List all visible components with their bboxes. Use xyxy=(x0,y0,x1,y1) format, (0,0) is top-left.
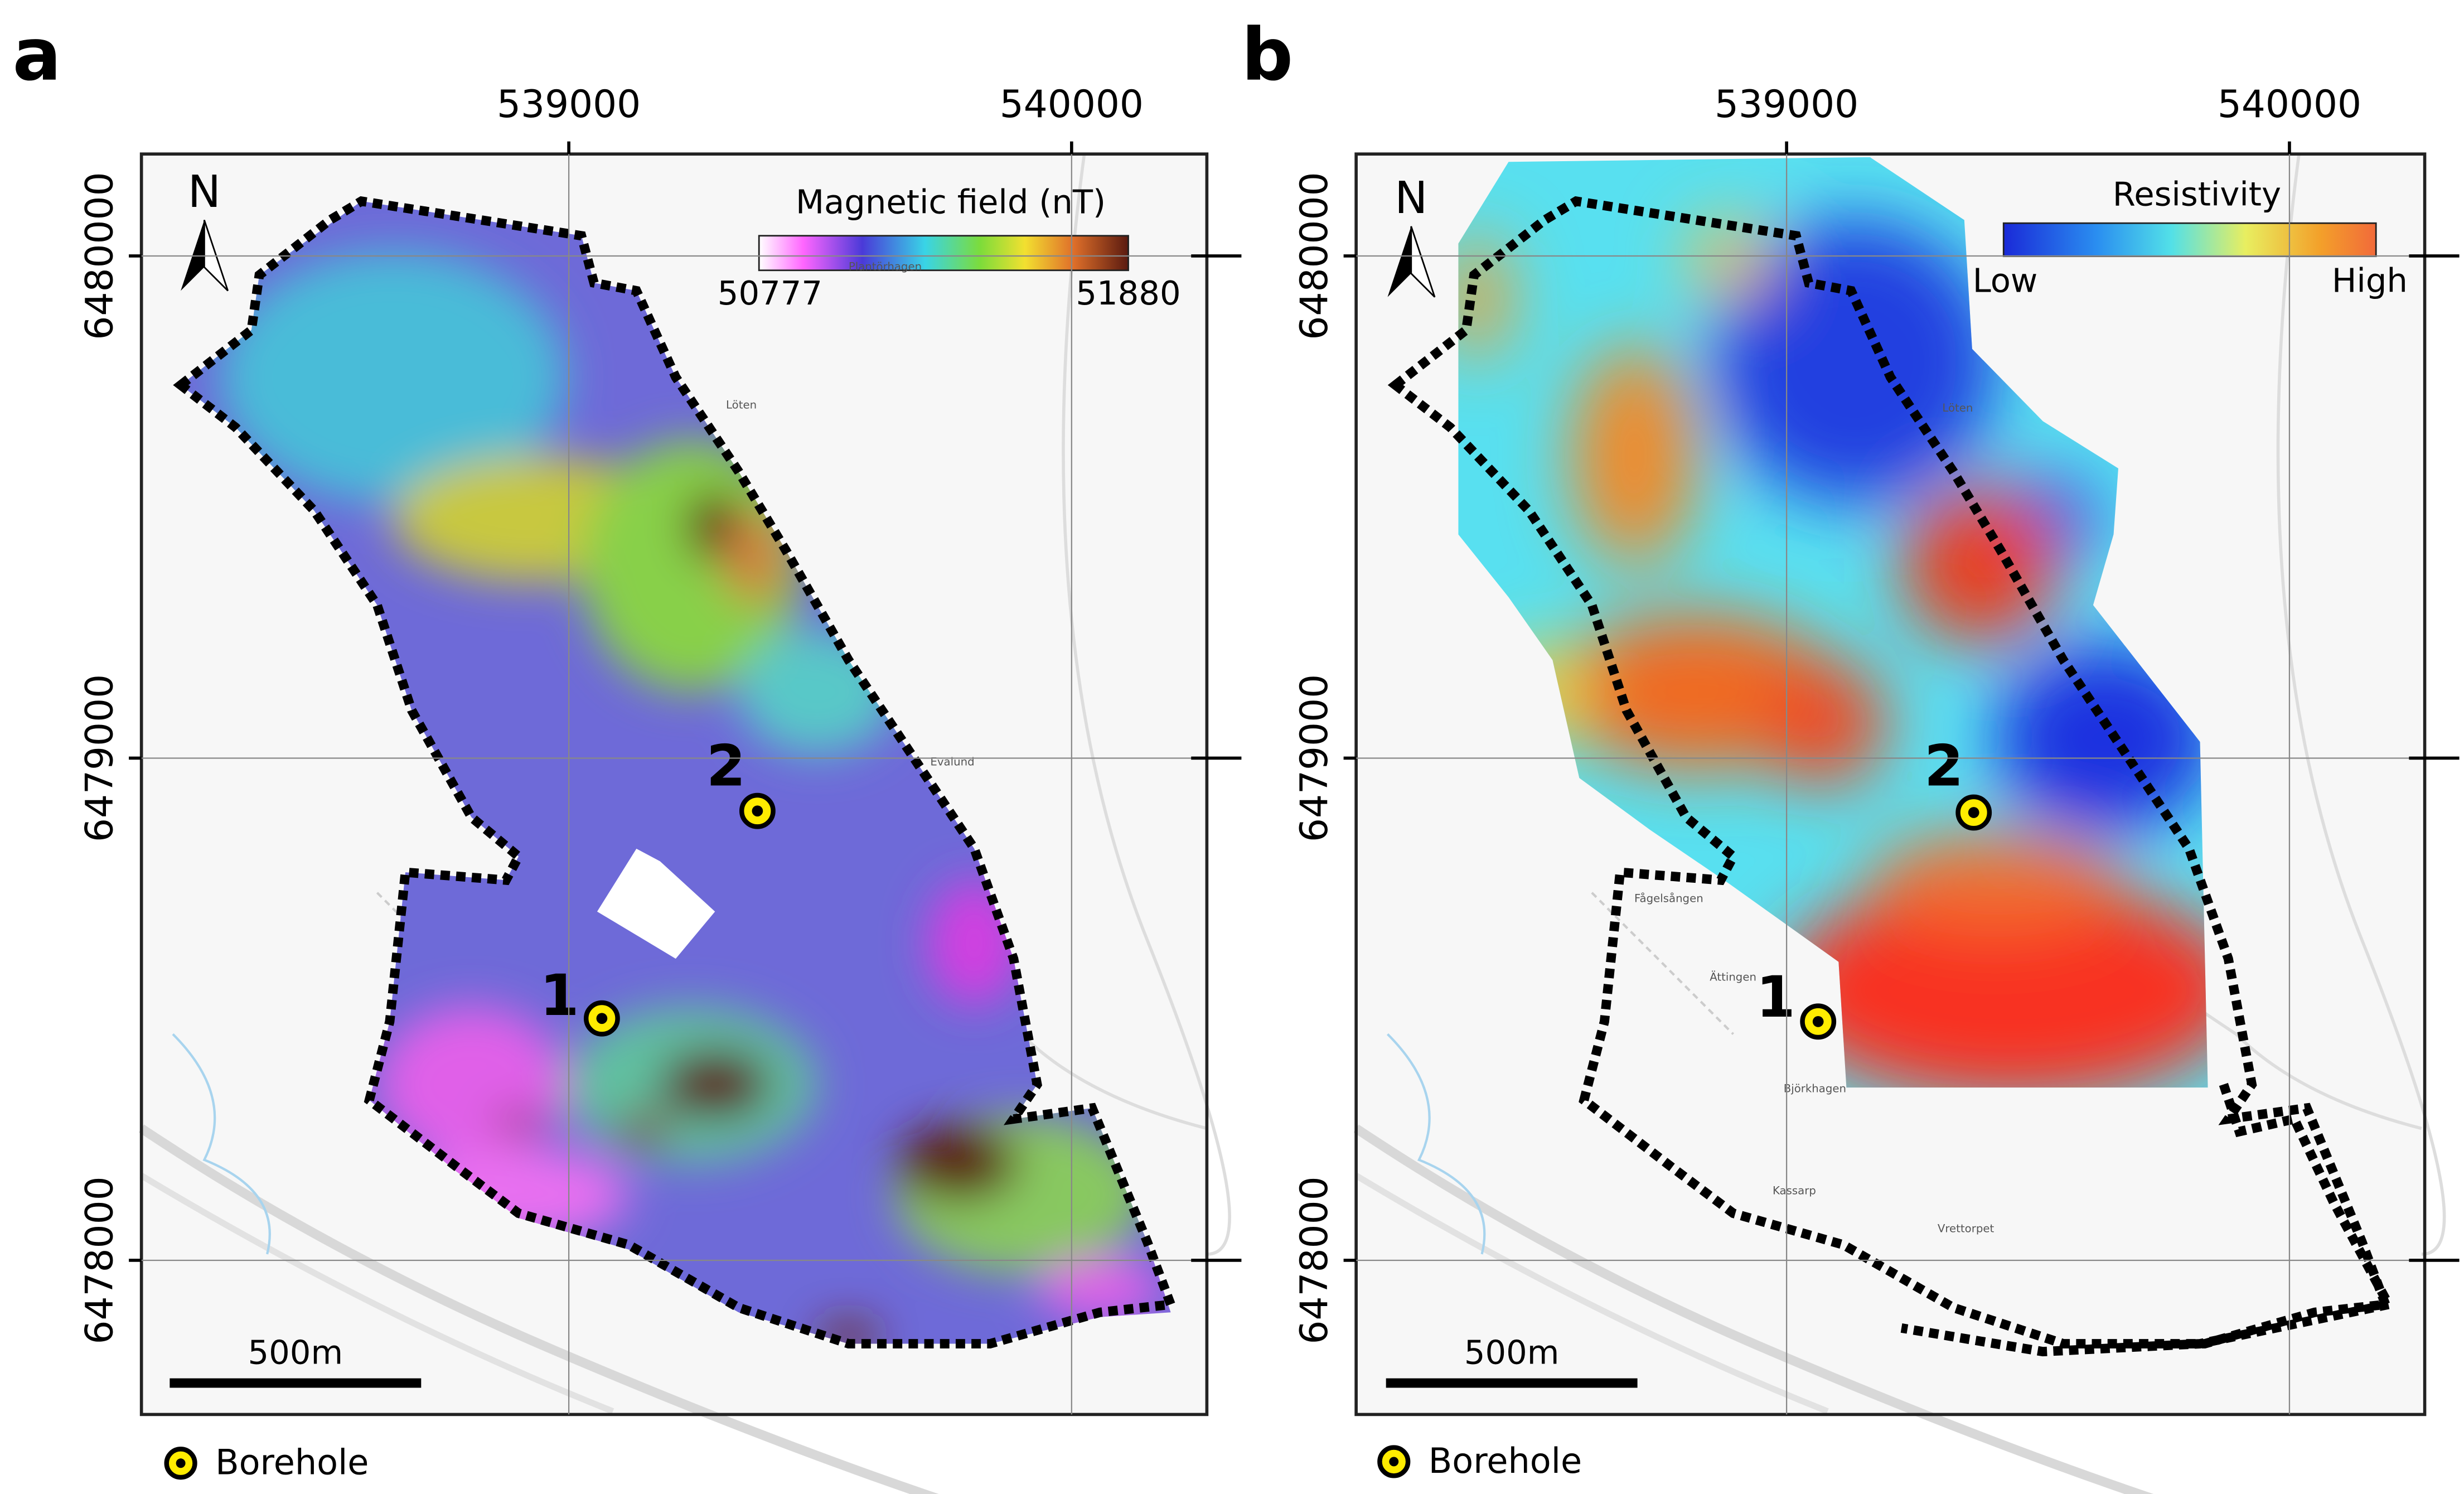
map-label: Vrettorpet xyxy=(1938,1222,1995,1235)
borehole-label: 2 xyxy=(1924,733,1964,799)
legend-title: Resistivity xyxy=(2113,175,2281,213)
legend-min: Low xyxy=(1973,261,2038,299)
map-label: Löten xyxy=(726,399,757,412)
y-tick-label: 6480000 xyxy=(78,172,122,340)
x-tick-label: 539000 xyxy=(497,82,641,126)
borehole-label: 1 xyxy=(1756,964,1795,1030)
x-tick-label: 540000 xyxy=(2218,82,2361,126)
y-tick-label: 6478000 xyxy=(1292,1176,1336,1344)
panel-label: a xyxy=(13,13,61,97)
y-tick-label: 6478000 xyxy=(78,1176,122,1344)
scale-label: 500m xyxy=(248,1333,343,1371)
map-label: Plantörhagen xyxy=(849,260,922,273)
colorbar xyxy=(2002,222,2377,257)
north-label: N xyxy=(188,166,221,217)
map-a xyxy=(142,154,1230,1494)
legend-min: 50777 xyxy=(718,274,822,312)
borehole-label: 1 xyxy=(540,963,579,1028)
colorbar xyxy=(758,235,1129,272)
x-tick-label: 540000 xyxy=(1000,82,1144,126)
legend-max: High xyxy=(2332,261,2408,299)
borehole-label: 2 xyxy=(706,733,746,799)
map-b xyxy=(1356,149,2444,1494)
map-label: Fågelsången xyxy=(1634,892,1703,905)
y-tick-label: 6479000 xyxy=(78,674,122,842)
y-tick-label: 6480000 xyxy=(1292,172,1336,340)
map-label: Ättingen xyxy=(1710,970,1756,983)
x-tick-label: 539000 xyxy=(1715,82,1858,126)
legend-max: 51880 xyxy=(1076,274,1180,312)
map-label: Kassarp xyxy=(1773,1184,1816,1197)
map-label: Björkhagen xyxy=(1784,1082,1846,1095)
boreholes: 1 2 1 2 xyxy=(540,733,1992,1040)
panel-label: b xyxy=(1241,13,1293,97)
map-label: Evalund xyxy=(930,755,974,768)
legend-title: Magnetic field (nT) xyxy=(796,182,1106,221)
north-label: N xyxy=(1395,172,1427,224)
y-tick-label: 6479000 xyxy=(1292,674,1336,842)
scale-bar xyxy=(1386,1378,1638,1388)
key-label: Borehole xyxy=(1429,1440,1582,1481)
scale-bar xyxy=(170,1378,422,1388)
key-label: Borehole xyxy=(215,1442,369,1483)
map-label: Löten xyxy=(1942,402,1973,414)
scale-label: 500m xyxy=(1464,1333,1560,1371)
